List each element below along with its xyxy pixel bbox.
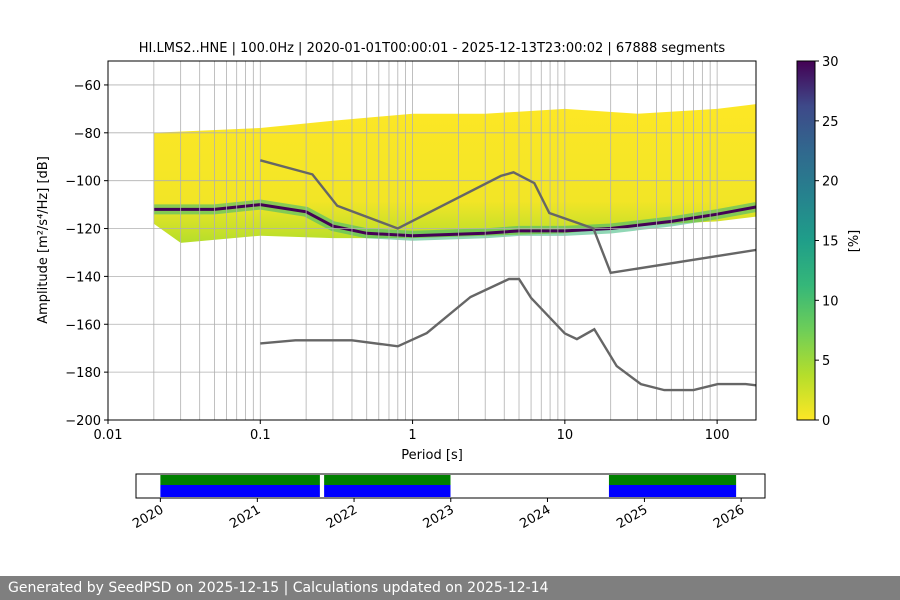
timeline-segment-top: [160, 475, 320, 485]
timeline-segment-top: [324, 475, 451, 485]
colorbar-tick-label: 15: [822, 235, 839, 250]
psd-figure: HI.LMS2..HNE | 100.0Hz | 2020-01-01T00:0…: [36, 41, 862, 532]
timeline-tick-label: 2025: [614, 502, 650, 532]
x-tick-label: 100: [705, 428, 730, 443]
colorbar-tick-label: 30: [822, 55, 839, 70]
plot-frame: [107, 60, 757, 421]
timeline-segment-bottom: [324, 485, 451, 497]
x-axis-label: Period [s]: [401, 448, 463, 463]
y-tick-label: −120: [65, 223, 101, 238]
colorbar-tick-label: 0: [822, 414, 830, 429]
psd-density-heatmap: [153, 104, 756, 243]
colorbar: 0 5 10 15 20 25 30: [796, 55, 839, 429]
colorbar-label: [%]: [847, 230, 862, 253]
timeline-tick-label: 2026: [711, 502, 747, 532]
y-tick-label: −140: [65, 270, 101, 285]
x-tick-label: 1: [408, 428, 416, 443]
y-tick-label: −100: [65, 175, 101, 190]
colorbar-gradient: [796, 60, 816, 421]
timeline-tick-label: 2022: [324, 502, 360, 532]
psd-plot-area: 0.01 0.1 1 10 100 −60 −80 −100 −120 −140 −160 −180 −…: [65, 60, 757, 443]
density-mode-curve: [153, 203, 756, 238]
noise-models: [259, 159, 756, 392]
grid-lines: [107, 61, 756, 421]
timeline-segment-bottom: [160, 485, 320, 497]
timeline-segment-top: [608, 475, 737, 485]
footer-bar: Generated by SeedPSD on 2025-12-15 | Cal…: [0, 576, 900, 600]
y-tick-label: −160: [65, 318, 101, 333]
data-availability-timeline: 2020 2021 2022 2023 2024 2025 2026: [130, 473, 766, 532]
y-tick-label: −60: [74, 79, 101, 94]
high-noise-model-line: [259, 159, 756, 275]
colorbar-tick-label: 5: [822, 354, 830, 369]
y-tick-label: −200: [65, 414, 101, 429]
y-tick-label: −180: [65, 366, 101, 381]
timeline-tick-label: 2020: [130, 502, 166, 532]
x-tick-label: 0.1: [250, 428, 271, 443]
low-noise-model-line: [260, 277, 756, 392]
colorbar-tick-label: 10: [822, 294, 839, 309]
chart-title: HI.LMS2..HNE | 100.0Hz | 2020-01-01T00:0…: [139, 41, 726, 56]
x-tick-label: 10: [557, 428, 574, 443]
colorbar-tick-label: 25: [822, 115, 839, 130]
timeline-tick-label: 2023: [421, 502, 457, 532]
x-tick-label: 0.01: [94, 428, 123, 443]
colorbar-tick-label: 20: [822, 175, 839, 190]
y-axis-label: Amplitude [m²/s⁴/Hz] [dB]: [36, 156, 51, 324]
timeline-tick-label: 2024: [517, 502, 553, 532]
footer-text: Generated by SeedPSD on 2025-12-15 | Cal…: [8, 580, 549, 596]
timeline-segment-bottom: [608, 485, 737, 497]
y-tick-label: −80: [74, 127, 101, 142]
timeline-tick-label: 2021: [227, 502, 263, 532]
